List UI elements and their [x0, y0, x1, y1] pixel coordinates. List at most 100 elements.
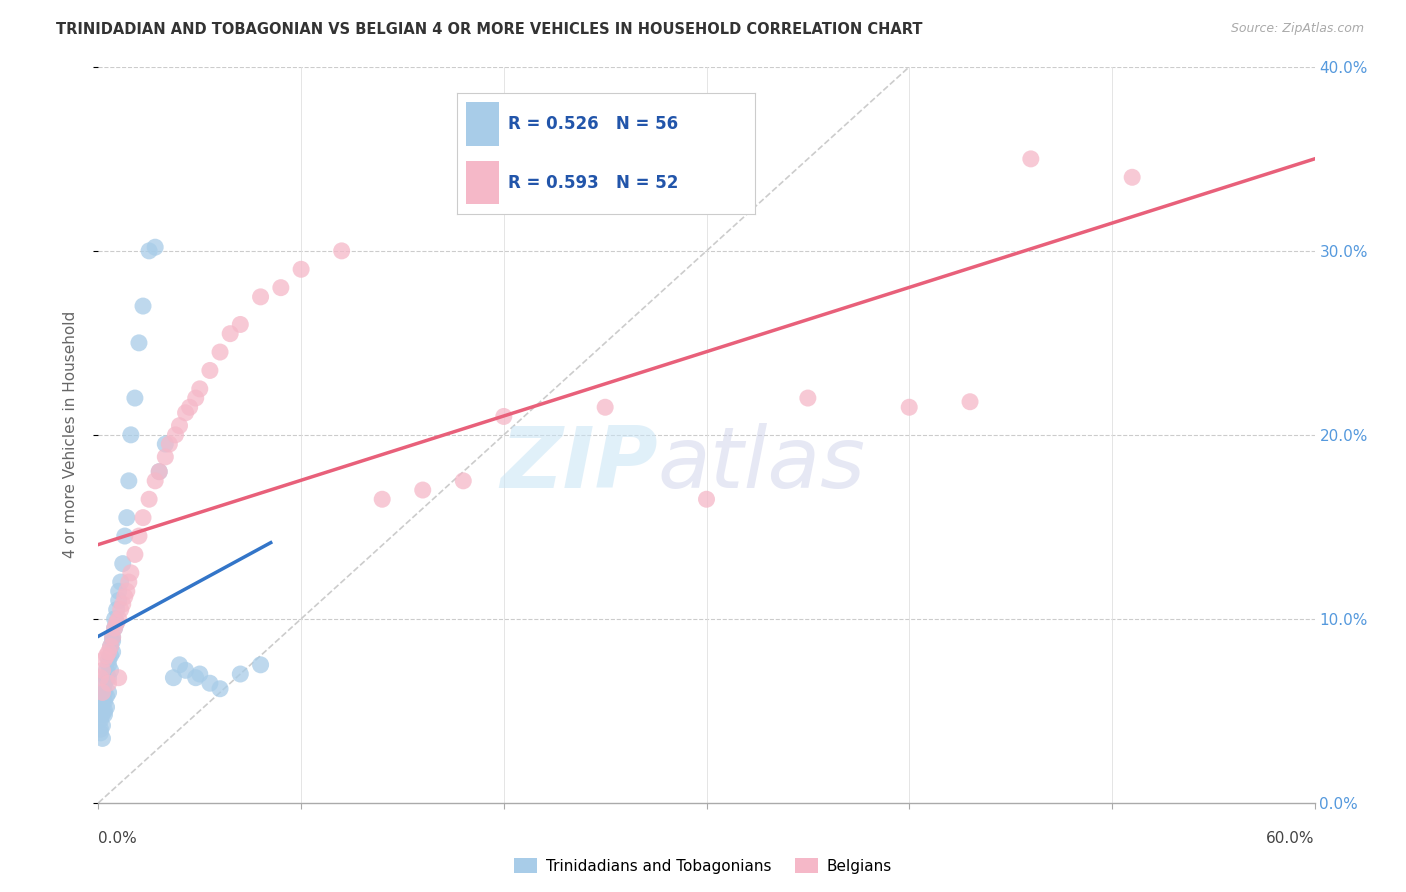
Text: 0.0%: 0.0%: [98, 830, 138, 846]
Legend: Trinidadians and Tobagonians, Belgians: Trinidadians and Tobagonians, Belgians: [508, 852, 898, 880]
Point: [270, 281, 292, 295]
Point: [100, 648, 122, 663]
Point: [100, 664, 122, 678]
Point: [89, 713, 111, 727]
Point: [91, 707, 114, 722]
Point: [100, 640, 122, 654]
Point: [330, 244, 353, 258]
Point: [184, 391, 207, 405]
Point: [115, 584, 138, 599]
Point: [249, 290, 271, 304]
Point: [107, 612, 129, 626]
Point: [100, 640, 122, 654]
Point: [155, 450, 177, 464]
Point: [105, 615, 128, 630]
Point: [198, 676, 221, 690]
Point: [96, 689, 118, 703]
Point: [93, 685, 115, 699]
Point: [179, 401, 201, 415]
Point: [124, 391, 146, 405]
Point: [290, 262, 312, 277]
Point: [93, 707, 115, 722]
Point: [132, 510, 155, 524]
Point: [1121, 170, 1143, 185]
Point: [148, 465, 170, 479]
Point: [107, 671, 129, 685]
Point: [249, 657, 271, 672]
Point: [96, 664, 118, 678]
Point: [97, 652, 120, 666]
Point: [101, 645, 124, 659]
Point: [93, 704, 115, 718]
Point: [97, 676, 120, 690]
Point: [229, 667, 252, 681]
Point: [198, 363, 221, 377]
Point: [898, 401, 921, 415]
Point: [209, 345, 232, 359]
Text: atlas: atlas: [658, 423, 866, 506]
Point: [188, 382, 211, 396]
Point: [105, 602, 128, 616]
Point: [143, 474, 166, 488]
Point: [120, 428, 142, 442]
Point: [111, 557, 134, 571]
Point: [89, 671, 111, 685]
Point: [105, 615, 128, 630]
Point: [1019, 152, 1042, 166]
Point: [143, 240, 166, 254]
Point: [110, 602, 132, 616]
Point: [101, 630, 124, 644]
Point: [412, 483, 434, 497]
Point: [128, 529, 150, 543]
Point: [91, 689, 114, 703]
Point: [229, 318, 252, 332]
Point: [593, 401, 616, 415]
Point: [89, 704, 111, 718]
Point: [104, 621, 127, 635]
Text: Source: ZipAtlas.com: Source: ZipAtlas.com: [1230, 22, 1364, 36]
Y-axis label: 4 or more Vehicles in Household: 4 or more Vehicles in Household: [63, 311, 77, 558]
Point: [165, 428, 187, 442]
Point: [115, 510, 138, 524]
Point: [114, 529, 136, 543]
Point: [174, 664, 197, 678]
Point: [89, 723, 111, 737]
Point: [91, 718, 114, 732]
Point: [97, 671, 120, 685]
Point: [797, 391, 820, 405]
Point: [124, 548, 146, 562]
Point: [91, 685, 114, 699]
Point: [148, 465, 170, 479]
Point: [162, 671, 184, 685]
Point: [97, 657, 120, 672]
Point: [93, 695, 115, 709]
Point: [371, 492, 394, 507]
Point: [120, 566, 142, 580]
Point: [118, 474, 141, 488]
Point: [132, 299, 155, 313]
Point: [138, 244, 160, 258]
Point: [97, 685, 120, 699]
Point: [155, 437, 177, 451]
Text: 60.0%: 60.0%: [1267, 830, 1315, 846]
Point: [114, 590, 136, 604]
Point: [101, 633, 124, 648]
Point: [696, 492, 718, 507]
Point: [453, 474, 475, 488]
Point: [492, 409, 515, 424]
Point: [118, 575, 141, 590]
Point: [188, 667, 211, 681]
Point: [104, 621, 127, 635]
Point: [104, 612, 127, 626]
Point: [110, 575, 132, 590]
Point: [209, 681, 232, 696]
Point: [169, 657, 191, 672]
Point: [89, 726, 111, 740]
Point: [184, 671, 207, 685]
Point: [96, 671, 118, 685]
Point: [96, 648, 118, 663]
Point: [91, 695, 114, 709]
Text: TRINIDADIAN AND TOBAGONIAN VS BELGIAN 4 OR MORE VEHICLES IN HOUSEHOLD CORRELATIO: TRINIDADIAN AND TOBAGONIAN VS BELGIAN 4 …: [56, 22, 922, 37]
Point: [107, 584, 129, 599]
Point: [101, 630, 124, 644]
